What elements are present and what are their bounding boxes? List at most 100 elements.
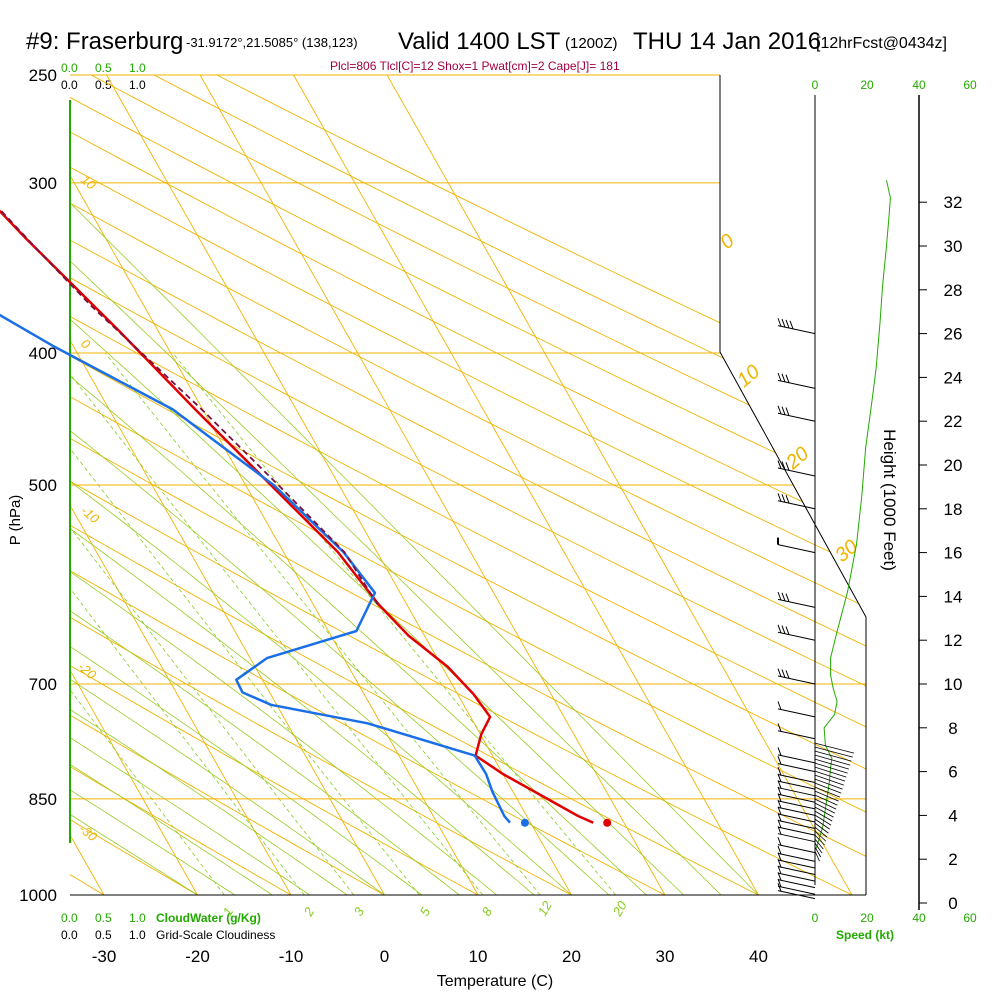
wind-barb-feather bbox=[777, 747, 782, 756]
wind-barb bbox=[777, 852, 816, 862]
wind-barb-feather bbox=[777, 767, 782, 776]
wind-barb bbox=[777, 675, 816, 685]
wind-barb bbox=[777, 780, 816, 790]
dry-adiabat-line bbox=[70, 75, 572, 895]
low-level-wind-hatch bbox=[814, 754, 851, 766]
moist-adiabat-line bbox=[70, 75, 423, 895]
wind-barb bbox=[777, 885, 816, 895]
valid-date: THU 14 Jan 2016 bbox=[633, 28, 821, 55]
temperature-tick-label: -20 bbox=[185, 947, 210, 966]
wind-barb bbox=[777, 544, 816, 554]
dry-adiabat-line bbox=[70, 75, 866, 895]
wind-barb bbox=[777, 774, 816, 784]
moist-adiabat-line bbox=[70, 75, 273, 895]
dry-adiabat-line bbox=[70, 75, 866, 895]
mixing-ratio-label: 20 bbox=[609, 898, 630, 920]
height-tick-label: 28 bbox=[944, 281, 963, 300]
wind-barb bbox=[777, 708, 816, 718]
wind-barb-feather bbox=[781, 406, 786, 415]
wind-barb-feather bbox=[785, 593, 790, 602]
dry-adiabat-line bbox=[70, 75, 666, 895]
mixing-ratio-label: 12 bbox=[535, 898, 556, 919]
mixing-ratio-line bbox=[70, 352, 484, 895]
dry-adiabat-label: 0 bbox=[78, 336, 94, 353]
wind-barb-feather bbox=[777, 493, 782, 502]
low-level-wind-hatch bbox=[814, 838, 824, 850]
mixing-ratio-line bbox=[70, 352, 225, 895]
speed-tick-bottom-1: 20 bbox=[860, 911, 874, 925]
dry-adiabat-line bbox=[70, 75, 479, 895]
mixing-ratio-line bbox=[70, 352, 305, 895]
valid-time: Valid 1400 LST bbox=[398, 28, 561, 55]
wind-barb-feather bbox=[777, 405, 782, 415]
height-tick-label: 2 bbox=[948, 850, 957, 869]
forecast-tag: [12hrFcst@0434z] bbox=[816, 35, 947, 52]
wind-barb-feather bbox=[781, 669, 786, 678]
wind-barb-feather bbox=[777, 813, 782, 822]
low-level-wind-hatch bbox=[814, 770, 846, 782]
speed-tick-top-0: 0 bbox=[812, 78, 819, 92]
surface-dewpoint-dot bbox=[520, 818, 529, 827]
pressure-tick-label: 500 bbox=[29, 476, 57, 495]
surface-temperature-dot bbox=[603, 818, 612, 827]
sounding-params: Plcl=806 Tlcl[C]=12 Shox=1 Pwat[cm]=2 Ca… bbox=[330, 59, 620, 73]
height-tick-label: 20 bbox=[944, 456, 963, 475]
speed-tick-top-3: 60 bbox=[963, 78, 977, 92]
cloudiness-tick-2: 1.0 bbox=[129, 78, 146, 92]
height-tick-label: 12 bbox=[944, 631, 963, 650]
cloudwater-tick-2: 1.0 bbox=[129, 61, 146, 75]
wind-barb-feather bbox=[781, 592, 786, 602]
parcel-profile-line bbox=[0, 208, 379, 606]
dry-adiabat-line bbox=[70, 75, 866, 895]
wind-barb bbox=[777, 859, 816, 869]
dewpoint-profile-line bbox=[0, 313, 511, 824]
low-level-wind-hatch bbox=[814, 758, 849, 770]
wind-barb-feather bbox=[777, 878, 782, 888]
wind-barb bbox=[777, 412, 816, 422]
isotherm-line bbox=[0, 75, 11, 895]
wind-barb-feather bbox=[777, 318, 782, 327]
wind-barb bbox=[777, 793, 816, 803]
height-tick-label: 24 bbox=[944, 368, 963, 387]
plot-frame bbox=[69, 74, 867, 896]
low-level-wind-hatch bbox=[814, 802, 836, 814]
wind-barb-feather bbox=[777, 668, 782, 677]
wind-barb-feather bbox=[777, 591, 782, 601]
wind-barb-feather bbox=[789, 320, 794, 330]
cloudiness-tick-0: 0.0 bbox=[61, 78, 78, 92]
height-tick-label: 8 bbox=[948, 719, 957, 738]
moist-adiabat-line bbox=[70, 75, 610, 895]
low-level-wind-hatch bbox=[814, 750, 852, 762]
moist-adiabat-label: 10 bbox=[733, 361, 764, 392]
height-axis-title: Height (1000 Feet) bbox=[880, 429, 899, 571]
dry-adiabat-line bbox=[216, 75, 866, 895]
cloudwater-label: CloudWater (g/Kg) bbox=[156, 911, 261, 925]
temperature-tick-label: -10 bbox=[279, 947, 304, 966]
low-level-wind-hatch bbox=[814, 846, 822, 858]
moist-adiabat-line bbox=[70, 75, 572, 895]
wind-barb-feather bbox=[777, 837, 782, 846]
wind-barb bbox=[777, 787, 816, 797]
wind-barb bbox=[777, 820, 816, 830]
wind-barb-feather bbox=[777, 859, 782, 868]
cloudwater-tick-bottom-1: 0.5 bbox=[95, 911, 112, 925]
dry-adiabat-label: 10 bbox=[78, 172, 99, 193]
pressure-tick-label: 250 bbox=[29, 66, 57, 85]
wind-barb-feather bbox=[781, 318, 786, 328]
cloudwater-tick-bottom-0: 0.0 bbox=[61, 911, 78, 925]
low-level-wind-hatch bbox=[814, 830, 827, 842]
low-level-wind-hatch bbox=[814, 810, 833, 822]
wind-barb-feather bbox=[777, 872, 782, 881]
background-lines bbox=[0, 75, 866, 895]
temperature-tick-label: 20 bbox=[562, 947, 581, 966]
dry-adiabat-line bbox=[70, 75, 866, 895]
height-tick-label: 6 bbox=[948, 763, 957, 782]
low-level-wind-hatch bbox=[814, 778, 843, 790]
cloudwater-tick-bottom-2: 1.0 bbox=[129, 911, 146, 925]
wind-barb-feather bbox=[785, 626, 790, 635]
wind-barb-feather bbox=[777, 845, 782, 855]
cloudwater-tick-1: 0.5 bbox=[95, 61, 112, 75]
wind-barb-feather bbox=[777, 793, 782, 802]
cloudiness-tick-1: 0.5 bbox=[95, 78, 112, 92]
moist-adiabat-line bbox=[70, 75, 198, 895]
